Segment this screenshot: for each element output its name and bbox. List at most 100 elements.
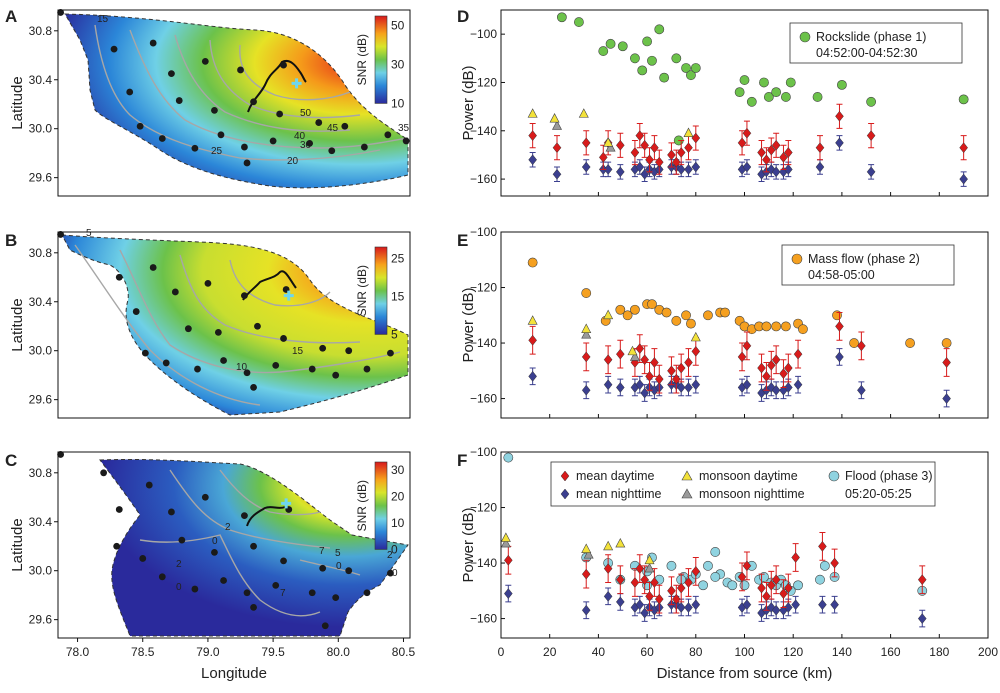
event-point: [581, 288, 592, 298]
y-tick-label: −160: [470, 612, 497, 626]
station-point: [149, 264, 157, 271]
contour-line: [74, 244, 261, 406]
station-point: [387, 349, 394, 357]
mean-daytime-point: [552, 142, 562, 154]
station-point: [341, 122, 349, 130]
mean-nighttime-point: [742, 161, 752, 173]
event-point: [734, 87, 745, 98]
colorbar-tick-label: 10: [391, 516, 405, 530]
mean-daytime-point: [830, 557, 839, 569]
station-point: [319, 344, 327, 352]
y-tick-label: −140: [470, 336, 497, 350]
map-panel-A: 152520304045503529.630.030.430.8Latitude…: [5, 7, 411, 197]
y-tick-label: −100: [470, 445, 497, 459]
station-point: [363, 365, 371, 373]
mean-nighttime-point: [771, 384, 781, 396]
x-tick-label: 180: [929, 645, 949, 659]
mean-daytime-point: [667, 149, 676, 161]
mean-nighttime-point: [684, 164, 693, 175]
legend-monsoon-night: monsoon nighttime: [699, 487, 805, 501]
mean-nighttime-point: [691, 379, 701, 391]
x-tick-label: 79.0: [196, 645, 220, 659]
mean-daytime-point: [684, 357, 693, 368]
event-point: [941, 338, 952, 348]
contour-line: [209, 39, 361, 119]
y-tick-label: −160: [470, 172, 497, 186]
colorbar-label: SNR (dB): [355, 34, 369, 85]
contour-label: 2: [387, 550, 393, 561]
station-point: [321, 622, 329, 630]
x-tick-label: 60: [640, 645, 654, 659]
event-point: [671, 53, 682, 64]
station-point: [254, 322, 261, 330]
mean-daytime-point: [818, 540, 827, 552]
mean-daytime-point: [603, 354, 613, 366]
x-tick-label: 80.5: [392, 645, 416, 659]
mean-nighttime-point: [793, 379, 803, 391]
mean-daytime-point: [528, 334, 537, 346]
mean-nighttime-point: [552, 168, 562, 180]
contour-label: 40: [294, 131, 306, 142]
station-point: [211, 548, 218, 556]
mean-daytime-point: [676, 147, 686, 158]
y-tick-label: 29.6: [29, 171, 53, 185]
mean-nighttime-point: [835, 351, 844, 363]
contour-label: 0: [176, 582, 182, 593]
mean-daytime-point: [645, 154, 654, 166]
station-point: [158, 573, 166, 581]
mean-nighttime-point: [917, 613, 927, 624]
contour-label: 5: [335, 548, 341, 559]
legend-time: 05:20-05:25: [845, 487, 912, 501]
y-axis-label: Latitude: [9, 76, 26, 129]
event-point: [793, 580, 803, 591]
legend-label: Flood (phase 3): [845, 469, 933, 483]
contour-line: [179, 254, 361, 344]
colorbar-tick-label: 30: [391, 58, 405, 72]
station-point: [110, 45, 118, 53]
monsoon-nighttime-point: [583, 549, 594, 559]
mean-nighttime-point: [503, 588, 513, 599]
station-point: [332, 594, 340, 602]
station-point: [345, 347, 353, 355]
monsoon-nighttime-point: [644, 562, 655, 573]
station-point: [332, 371, 340, 379]
mean-nighttime-point: [528, 154, 537, 166]
event-point: [647, 55, 657, 66]
mean-nighttime-point: [742, 599, 752, 611]
mean-daytime-point: [635, 130, 645, 142]
mean-daytime-point: [691, 565, 701, 577]
mean-daytime-point: [757, 147, 766, 158]
station-point: [363, 589, 371, 597]
y-tick-label: 29.6: [29, 393, 53, 407]
station-point: [276, 110, 284, 118]
mean-nighttime-point: [866, 166, 876, 178]
station-point: [211, 106, 218, 114]
contour-label: 20: [287, 156, 299, 167]
station-point: [149, 39, 157, 47]
colorbar-tick-label: 5: [391, 327, 398, 341]
y-axis-label: Power (dB): [460, 507, 477, 582]
monsoon-nighttime-point: [581, 329, 592, 339]
event-point: [630, 304, 640, 315]
station-point: [250, 542, 257, 550]
mean-nighttime-point: [691, 599, 701, 611]
contour-label: 7: [319, 546, 325, 557]
station-point: [175, 97, 183, 104]
y-tick-label: −160: [470, 392, 497, 406]
mean-daytime-point: [630, 577, 640, 588]
mean-nighttime-point: [603, 590, 613, 602]
mean-daytime-point: [766, 359, 776, 371]
station-point: [250, 98, 257, 106]
mean-daytime-point: [779, 151, 788, 163]
mean-nighttime-point: [528, 370, 537, 382]
mean-daytime-point: [835, 320, 844, 332]
mean-nighttime-point: [815, 161, 825, 173]
station-point: [214, 328, 222, 336]
mean-nighttime-point: [615, 596, 625, 608]
station-point: [220, 577, 227, 584]
mean-daytime-point: [640, 139, 649, 151]
mean-daytime-point: [815, 142, 825, 154]
event-point: [812, 92, 823, 102]
map-panel-B: 5 10 15 29.6 30.0 30.4 30.8 Latitude B 5 15 25 SNR (…: [5, 228, 411, 419]
chart-root: 152520304045503529.630.030.430.8Latitude…: [5, 7, 998, 682]
